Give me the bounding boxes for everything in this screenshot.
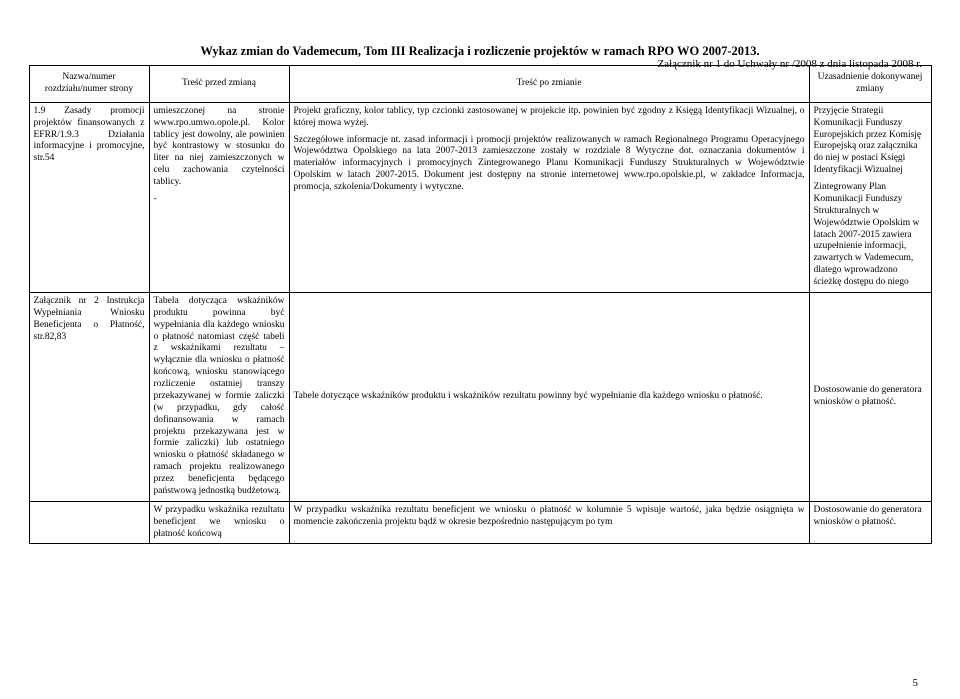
cell-section: Załącznik nr 2 Instrukcja Wypełniania Wn… (29, 292, 149, 501)
cell-before-p1: umieszczonej na stronie www.rpo.umwo.opo… (154, 106, 285, 189)
cell-before: Tabela dotycząca wskaźników produktu pow… (149, 292, 289, 501)
cell-reason: Dostosowanie do generatora wniosków o pł… (809, 292, 931, 501)
attachment-header: Załącznik nr 1 do Uchwały nr /2008 z dni… (657, 58, 922, 70)
table-row: Załącznik nr 2 Instrukcja Wypełniania Wn… (29, 292, 931, 501)
cell-before: umieszczonej na stronie www.rpo.umwo.opo… (149, 102, 289, 292)
document-title: Wykaz zmian do Vademecum, Tom III Realiz… (0, 44, 960, 59)
cell-section (29, 501, 149, 544)
cell-reason-p1: Przyjęcie Strategii Komunikacji Funduszy… (814, 106, 927, 177)
cell-reason-p2: Zintegrowany Plan Komunikacji Funduszy S… (814, 182, 927, 289)
cell-after: W przypadku wskaźnika rezultatu beneficj… (289, 501, 809, 544)
cell-reason: Przyjęcie Strategii Komunikacji Funduszy… (809, 102, 931, 292)
col-header-before: Treść przed zmianą (149, 66, 289, 103)
table-row: W przypadku wskaźnika rezultatu beneficj… (29, 501, 931, 544)
page-number: 5 (913, 677, 919, 689)
cell-reason: Dostosowanie do generatora wniosków o pł… (809, 501, 931, 544)
cell-section: 1.9 Zasady promocji projektów finansowan… (29, 102, 149, 292)
cell-before: W przypadku wskaźnika rezultatu beneficj… (149, 501, 289, 544)
cell-after: Projekt graficzny, kolor tablicy, typ cz… (289, 102, 809, 292)
table-row: 1.9 Zasady promocji projektów finansowan… (29, 102, 931, 292)
col-header-section: Nazwa/numer rozdziału/numer strony (29, 66, 149, 103)
cell-before-p2: - (154, 194, 285, 206)
changes-table: Nazwa/numer rozdziału/numer strony Treść… (29, 65, 932, 544)
table-header-row: Nazwa/numer rozdziału/numer strony Treść… (29, 66, 931, 103)
cell-after-p2: Szczegółowe informacje nt. zasad informa… (294, 135, 805, 194)
cell-after: Tabele dotyczące wskaźników produktu i w… (289, 292, 809, 501)
cell-after-p1: Projekt graficzny, kolor tablicy, typ cz… (294, 106, 805, 130)
col-header-after: Treść po zmianie (289, 66, 809, 103)
col-header-reason: Uzasadnienie dokonywanej zmiany (809, 66, 931, 103)
